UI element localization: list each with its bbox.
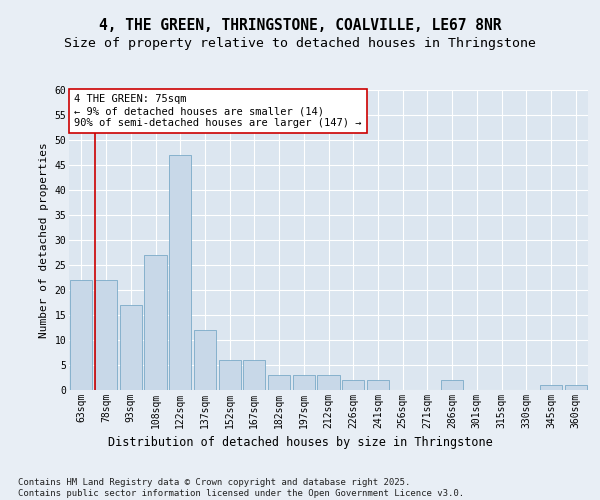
Y-axis label: Number of detached properties: Number of detached properties — [39, 142, 49, 338]
Bar — [293, 375, 315, 390]
Text: 4, THE GREEN, THRINGSTONE, COALVILLE, LE67 8NR: 4, THE GREEN, THRINGSTONE, COALVILLE, LE… — [99, 18, 501, 32]
Bar — [243, 360, 265, 390]
Bar — [95, 280, 117, 390]
Bar — [70, 280, 92, 390]
Bar — [218, 360, 241, 390]
Bar — [119, 305, 142, 390]
Bar — [367, 380, 389, 390]
Bar — [194, 330, 216, 390]
Bar — [441, 380, 463, 390]
Bar — [317, 375, 340, 390]
Bar — [565, 385, 587, 390]
Bar — [342, 380, 364, 390]
Bar — [540, 385, 562, 390]
Text: Distribution of detached houses by size in Thringstone: Distribution of detached houses by size … — [107, 436, 493, 449]
Text: Contains HM Land Registry data © Crown copyright and database right 2025.
Contai: Contains HM Land Registry data © Crown c… — [18, 478, 464, 498]
Bar — [169, 155, 191, 390]
Bar — [145, 255, 167, 390]
Text: 4 THE GREEN: 75sqm
← 9% of detached houses are smaller (14)
90% of semi-detached: 4 THE GREEN: 75sqm ← 9% of detached hous… — [74, 94, 362, 128]
Text: Size of property relative to detached houses in Thringstone: Size of property relative to detached ho… — [64, 36, 536, 50]
Bar — [268, 375, 290, 390]
